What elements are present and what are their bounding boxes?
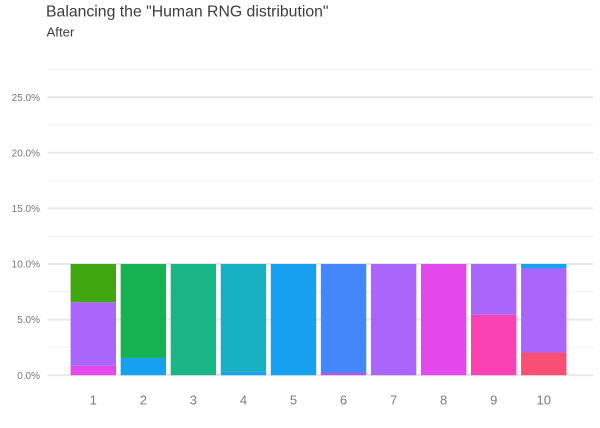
svg-text:1: 1 — [90, 393, 97, 408]
svg-text:6: 6 — [340, 393, 347, 408]
svg-text:After: After — [47, 25, 75, 40]
svg-text:3: 3 — [190, 393, 197, 408]
svg-text:25.0%: 25.0% — [12, 93, 40, 104]
svg-text:0.0%: 0.0% — [17, 371, 40, 382]
svg-text:5.0%: 5.0% — [17, 315, 40, 326]
svg-text:20.0%: 20.0% — [12, 148, 40, 159]
svg-text:10: 10 — [537, 393, 551, 408]
svg-text:9: 9 — [490, 393, 497, 408]
svg-text:2: 2 — [140, 393, 147, 408]
svg-text:8: 8 — [440, 393, 447, 408]
svg-text:15.0%: 15.0% — [12, 204, 40, 215]
svg-text:10.0%: 10.0% — [12, 260, 40, 271]
svg-text:5: 5 — [290, 393, 297, 408]
svg-text:Balancing the "Human RNG distr: Balancing the "Human RNG distribution" — [46, 4, 329, 21]
svg-text:7: 7 — [390, 393, 397, 408]
svg-text:4: 4 — [240, 393, 247, 408]
